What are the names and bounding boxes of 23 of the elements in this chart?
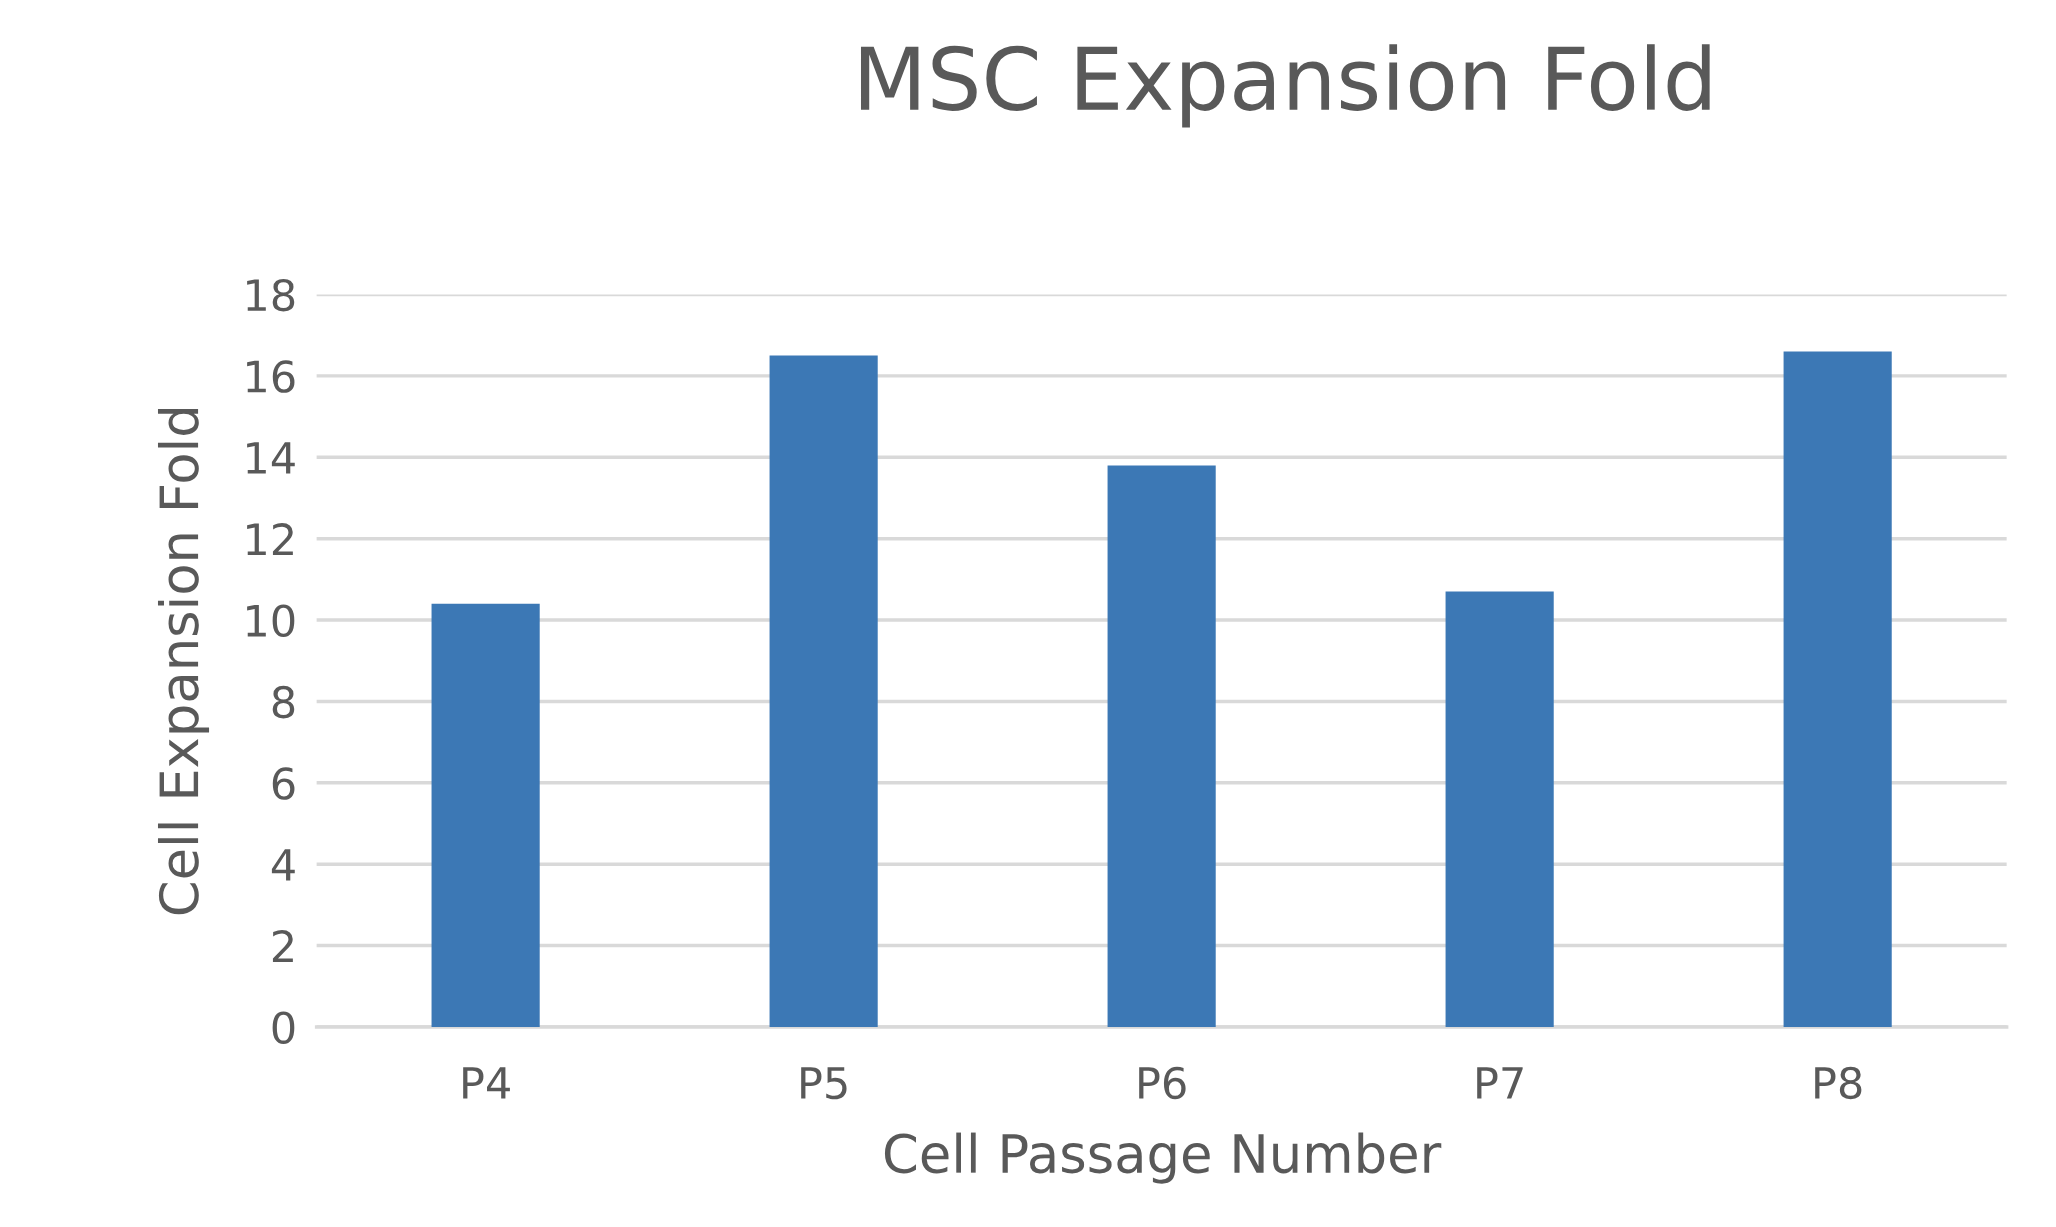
bar	[1783, 351, 1892, 1027]
y-tick-label: 2	[272, 930, 293, 962]
bar	[1445, 591, 1554, 1027]
bar	[431, 603, 540, 1027]
y-tick-label: 14	[247, 442, 295, 474]
y-tick-label: 8	[272, 685, 295, 719]
y-tick-label: 18	[247, 278, 295, 312]
y-tick-label: 0	[272, 1011, 295, 1044]
y-tick-label: 4	[271, 849, 295, 881]
y-tick-label: 6	[272, 767, 295, 800]
x-axis-title: Cell Passage Number	[884, 1132, 1442, 1184]
x-tick-label: P7	[1477, 1067, 1523, 1099]
y-axis-title: Cell Expansion Fold	[157, 409, 210, 915]
x-tick-label: P8	[1815, 1066, 1862, 1100]
chart-title: MSC Expansion Fold	[860, 44, 1710, 128]
bar	[1107, 465, 1216, 1027]
x-tick-label: P5	[801, 1067, 847, 1100]
x-tick-label: P6	[1139, 1066, 1186, 1100]
y-tick-label: 16	[247, 360, 295, 393]
y-tick-label: 12	[247, 523, 293, 556]
x-tick-label: P4	[463, 1067, 510, 1099]
bar	[769, 355, 878, 1027]
y-tick-label: 10	[247, 604, 295, 638]
